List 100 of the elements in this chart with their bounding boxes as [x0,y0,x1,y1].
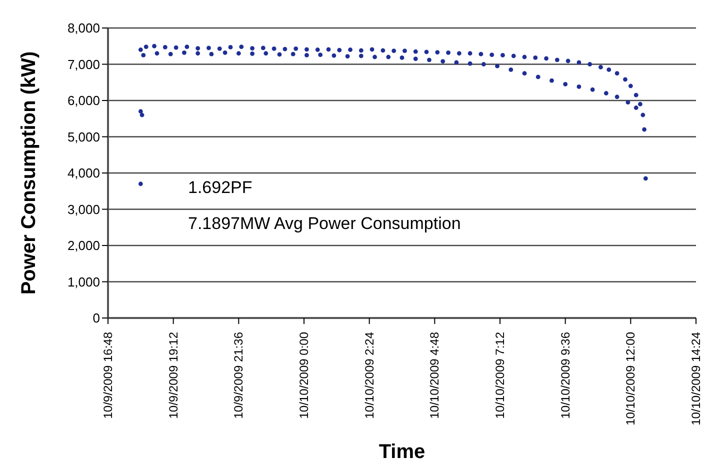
point [533,56,538,60]
point [643,176,648,181]
point [550,78,554,83]
x-tick-label: 10/10/2009 9:36 [558,332,572,419]
point [392,48,396,54]
x-tick-label: 10/10/2009 12:00 [624,332,638,426]
point [468,61,472,66]
point [264,51,268,56]
point [326,47,331,52]
point [348,48,352,52]
point [260,46,266,50]
point [239,44,244,50]
x-tick-label: 10/10/2009 4:48 [428,332,442,419]
point [454,60,459,65]
point [522,71,527,76]
point [614,71,620,76]
x-tick-label: 10/10/2009 7:12 [493,332,507,419]
x-axis-title: Time [378,441,426,463]
point [427,58,432,62]
point [372,54,377,60]
point [138,109,143,114]
point [563,82,568,86]
point [640,112,646,118]
point [196,46,200,50]
point [290,52,296,56]
point [184,44,190,50]
point [495,64,500,68]
point [435,50,440,54]
point [154,51,160,56]
point [623,77,628,82]
point [318,52,323,58]
point [413,56,418,62]
point [424,50,429,54]
point [152,44,156,48]
point [332,53,336,58]
point [380,48,386,53]
point [174,45,178,50]
point [634,106,638,110]
point [490,52,494,58]
x-tick-label: 10/9/2009 16:48 [101,332,115,419]
point [250,52,254,56]
annotation: 1.692PF [188,178,252,198]
point [614,94,620,100]
y-tick-label: 8,000 [67,20,100,36]
point [634,92,638,98]
point [250,46,254,50]
point [522,54,527,60]
point [440,59,446,64]
y-tick-label: 3,000 [67,202,100,217]
point [511,54,516,58]
point [413,49,418,54]
point [606,67,612,72]
point [358,54,364,58]
point [196,51,200,56]
point [294,46,298,51]
y-tick-label: 6,000 [67,93,100,108]
point [576,84,582,89]
point [138,182,143,186]
y-tick-label: 4,000 [67,166,100,181]
point [217,46,222,51]
point [144,44,148,50]
point [456,51,462,56]
point [446,50,450,55]
y-tick-label: 2,000 [67,238,100,254]
point [478,52,484,56]
point [402,48,407,54]
point [598,64,603,70]
x-tick-label: 10/10/2009 14:24 [689,332,703,426]
point [400,56,404,60]
point [141,52,146,58]
y-tick-label: 1,000 [67,274,100,290]
point [468,51,472,56]
y-axis-title: Power Consumption (kW) [18,51,40,295]
point [508,67,514,72]
point [222,50,228,55]
point [386,54,391,60]
point [304,47,309,52]
point [315,48,320,52]
point [481,62,486,66]
point [168,52,173,56]
point [282,46,288,52]
point [370,47,374,52]
point [588,62,592,66]
point [576,60,582,65]
point [209,52,214,56]
y-tick-label: 5,000 [67,129,100,144]
y-tick-label: 7,000 [67,56,100,72]
point [590,87,595,92]
point [206,46,211,50]
point [604,91,608,96]
y-tick-label: 0 [92,310,100,326]
x-tick-label: 10/9/2009 19:12 [166,332,180,419]
x-tick-label: 10/10/2009 0:00 [297,332,311,419]
point [566,58,570,64]
point [544,56,548,61]
point [358,48,364,53]
point [536,74,540,80]
point [638,102,642,106]
point [642,127,646,132]
x-tick-label: 10/10/2009 2:24 [362,332,376,419]
